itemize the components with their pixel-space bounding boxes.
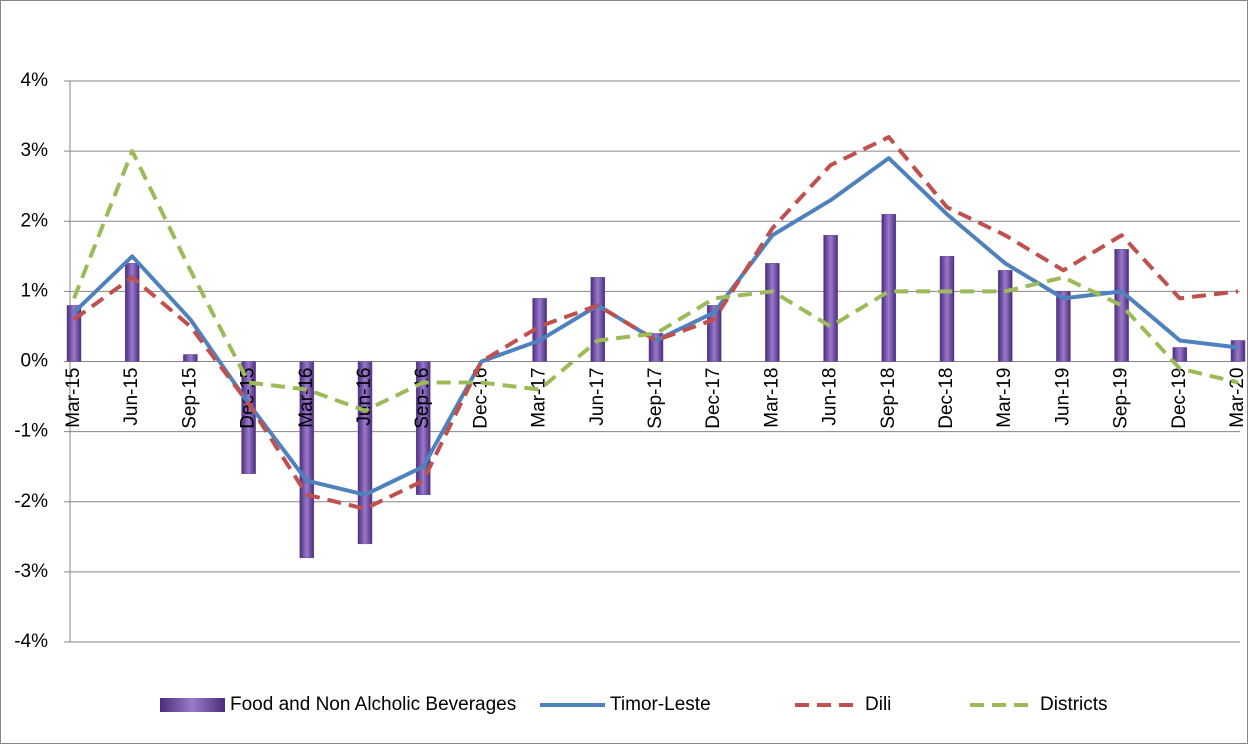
bar — [881, 213, 897, 362]
bar — [1114, 249, 1129, 362]
bar — [997, 270, 1013, 362]
y-tick-label: 4% — [21, 70, 49, 91]
x-tick-label: Dec-18 — [936, 368, 957, 429]
bar — [590, 277, 606, 362]
bar — [299, 361, 315, 559]
x-tick-label: Sep-19 — [1111, 368, 1132, 429]
y-tick-label: 2% — [21, 210, 49, 231]
bar — [241, 361, 256, 474]
y-tick-label: 1% — [21, 280, 49, 301]
x-tick-label: Sep-15 — [179, 368, 200, 429]
bar — [183, 354, 198, 362]
x-tick-label: Mar-20 — [1227, 368, 1248, 428]
legend-label: Timor-Leste — [610, 694, 711, 715]
bar — [1056, 291, 1071, 362]
y-tick-label: -1% — [14, 421, 48, 442]
bar — [1172, 347, 1188, 362]
x-tick-label: Jun-19 — [1052, 368, 1073, 426]
line-series — [72, 135, 1239, 511]
x-tick-label: Mar-19 — [994, 368, 1015, 428]
y-tick-label: -3% — [14, 561, 48, 582]
y-tick-label: 3% — [21, 140, 49, 161]
legend-swatch — [160, 698, 225, 712]
x-tick-label: Jun-16 — [354, 368, 375, 426]
bar — [823, 235, 838, 362]
x-tick-label: Dec-19 — [1169, 368, 1190, 429]
bar — [124, 263, 140, 362]
x-tick-label: Dec-17 — [703, 368, 724, 429]
x-tick-label: Sep-16 — [412, 368, 433, 429]
x-tick-label: Mar-15 — [63, 368, 84, 428]
x-tick-label: Jun-15 — [121, 368, 142, 426]
bar — [939, 256, 955, 362]
x-tick-label: Jun-17 — [587, 368, 608, 426]
y-tick-label: -2% — [14, 491, 48, 512]
legend-label: Districts — [1040, 694, 1108, 715]
x-tick-label: Jun-18 — [820, 368, 841, 426]
x-tick-label: Dec-15 — [238, 368, 259, 429]
line-series — [72, 156, 1239, 497]
legend-label: Dili — [865, 694, 891, 715]
legend-label: Food and Non Alcholic Beverages — [230, 694, 516, 715]
y-tick-label: 0% — [21, 351, 49, 372]
x-tick-label: Mar-17 — [529, 368, 550, 428]
bar — [357, 361, 373, 545]
x-tick-label: Sep-17 — [645, 368, 666, 429]
y-tick-label: -4% — [14, 631, 48, 652]
x-tick-label: Mar-18 — [761, 368, 782, 428]
bar — [765, 263, 780, 362]
x-tick-label: Mar-16 — [296, 368, 317, 428]
x-tick-label: Sep-18 — [878, 368, 899, 429]
bar — [1230, 340, 1246, 362]
bar — [66, 305, 82, 362]
